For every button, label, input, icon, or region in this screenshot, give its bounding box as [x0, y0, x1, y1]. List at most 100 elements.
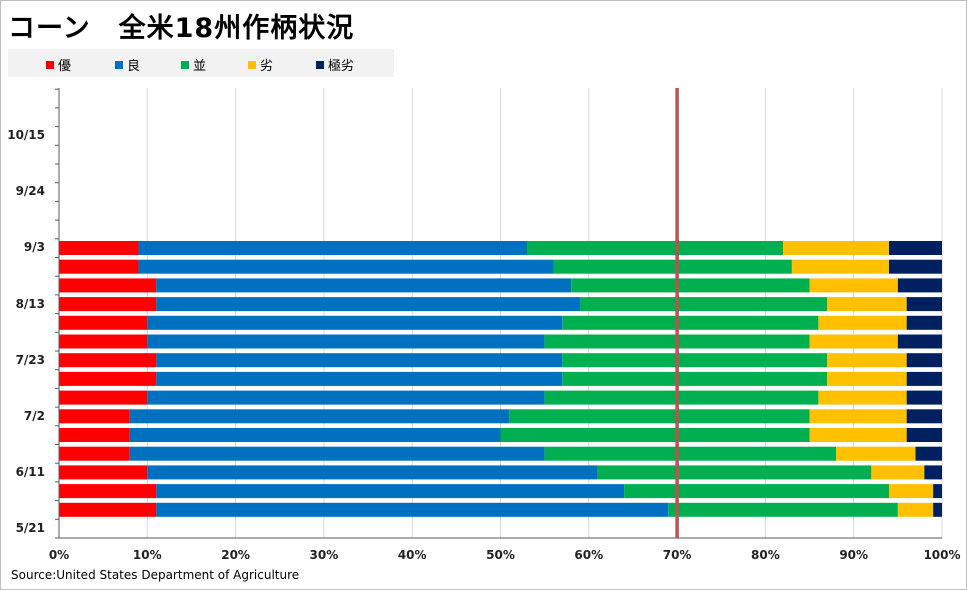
chart-title: コーン 全米18州作柄状況 — [8, 13, 355, 44]
x-tick-label: 90% — [839, 548, 868, 562]
y-tick-label: 5/21 — [16, 521, 45, 535]
legend-label-poor: 劣 — [260, 59, 274, 74]
bar-segment-良 — [147, 390, 545, 405]
legend-label-fair: 並 — [193, 59, 207, 74]
bar-segment-優 — [59, 278, 157, 293]
legend-item-excellent: 優 — [46, 55, 71, 74]
bar-segment-並 — [562, 353, 828, 368]
bar-segment-並 — [526, 241, 784, 255]
bar-segment-劣 — [809, 334, 898, 349]
bar-segment-劣 — [818, 315, 907, 330]
bar-segment-極劣 — [906, 428, 942, 442]
bar-segment-優 — [59, 484, 157, 499]
bar-segment-並 — [500, 428, 810, 442]
bar-segment-優 — [59, 353, 157, 368]
x-tick-label: 10% — [133, 548, 162, 562]
legend-swatch-very-poor — [316, 60, 324, 69]
x-tick-label: 40% — [398, 548, 427, 562]
y-tick-label: 7/23 — [16, 353, 45, 367]
bar-segment-極劣 — [906, 390, 942, 405]
bar-segment-並 — [597, 465, 872, 480]
bar-segment-優 — [59, 297, 157, 312]
bar-segment-並 — [579, 297, 828, 312]
y-tick-label: 6/11 — [16, 465, 45, 479]
bar-segment-極劣 — [906, 297, 942, 312]
bar-segment-良 — [129, 428, 501, 442]
legend: 優 良 並 劣 極劣 — [8, 49, 394, 77]
bar-segment-良 — [156, 502, 669, 517]
source-note: Source:United States Department of Agric… — [11, 568, 300, 582]
bar-segment-極劣 — [906, 315, 942, 330]
bar-segment-極劣 — [906, 371, 942, 386]
bar-segment-劣 — [871, 465, 925, 480]
bar-segment-劣 — [889, 484, 934, 499]
x-tick-label: 70% — [663, 548, 692, 562]
bar-segment-優 — [59, 334, 148, 349]
bar-segment-極劣 — [906, 409, 942, 424]
bar-segment-優 — [59, 315, 148, 330]
x-tick-label: 80% — [751, 548, 780, 562]
bar-segment-極劣 — [897, 334, 942, 349]
bar-segment-優 — [59, 241, 139, 255]
legend-label-good: 良 — [127, 59, 141, 74]
legend-item-fair: 並 — [181, 55, 206, 74]
bar-segment-並 — [553, 259, 792, 274]
legend-item-good: 良 — [115, 55, 140, 74]
bar-segment-並 — [544, 390, 819, 405]
x-tick-label: 30% — [310, 548, 339, 562]
bar-segment-良 — [129, 409, 510, 424]
y-tick-label: 7/2 — [24, 409, 45, 423]
bar-segment-並 — [624, 484, 890, 499]
bar-segment-良 — [156, 353, 563, 368]
legend-swatch-fair — [181, 60, 189, 69]
bar-segment-良 — [147, 334, 545, 349]
legend-label-very-poor: 極劣 — [328, 59, 355, 74]
bar-segment-並 — [668, 502, 898, 517]
bar-segment-劣 — [827, 353, 907, 368]
bar-segment-良 — [156, 297, 580, 312]
bar-segment-優 — [59, 428, 130, 442]
bar-segment-並 — [509, 409, 810, 424]
bar-segment-良 — [147, 465, 598, 480]
legend-item-poor: 劣 — [248, 55, 273, 74]
y-tick-label: 8/13 — [16, 297, 45, 311]
x-tick-label: 0% — [49, 548, 69, 562]
bar-segment-良 — [156, 278, 572, 293]
bar-segment-極劣 — [933, 484, 942, 499]
bar-segment-極劣 — [933, 502, 942, 517]
bar-segment-劣 — [809, 428, 907, 442]
bar-segment-良 — [156, 371, 563, 386]
bar-segment-劣 — [827, 297, 907, 312]
bar-segment-良 — [156, 484, 625, 499]
bar-segment-良 — [138, 241, 527, 255]
bar-segment-並 — [544, 446, 837, 461]
bar-segment-劣 — [818, 390, 907, 405]
bar-segment-優 — [59, 465, 148, 480]
bar-segment-劣 — [897, 502, 934, 517]
bar-segment-劣 — [827, 371, 907, 386]
y-tick-label: 10/15 — [7, 128, 45, 142]
bar-segment-優 — [59, 409, 130, 424]
bar-segment-良 — [147, 315, 563, 330]
legend-swatch-good — [115, 60, 123, 69]
bars — [59, 241, 942, 517]
bar-segment-優 — [59, 259, 139, 274]
bar-segment-並 — [562, 371, 828, 386]
bar-segment-極劣 — [906, 353, 942, 368]
bar-segment-優 — [59, 390, 148, 405]
x-tick-label: 50% — [486, 548, 515, 562]
bar-segment-極劣 — [924, 465, 942, 480]
bar-segment-良 — [129, 446, 545, 461]
bar-segment-優 — [59, 446, 130, 461]
y-tick-label: 9/24 — [16, 184, 45, 198]
bar-segment-劣 — [836, 446, 916, 461]
bar-segment-優 — [59, 502, 157, 517]
bar-segment-並 — [562, 315, 819, 330]
bar-segment-劣 — [791, 259, 890, 274]
x-tick-label: 20% — [221, 548, 250, 562]
bar-segment-劣 — [783, 241, 890, 255]
legend-swatch-excellent — [46, 60, 54, 69]
bar-segment-劣 — [809, 409, 907, 424]
bar-segment-優 — [59, 371, 157, 386]
